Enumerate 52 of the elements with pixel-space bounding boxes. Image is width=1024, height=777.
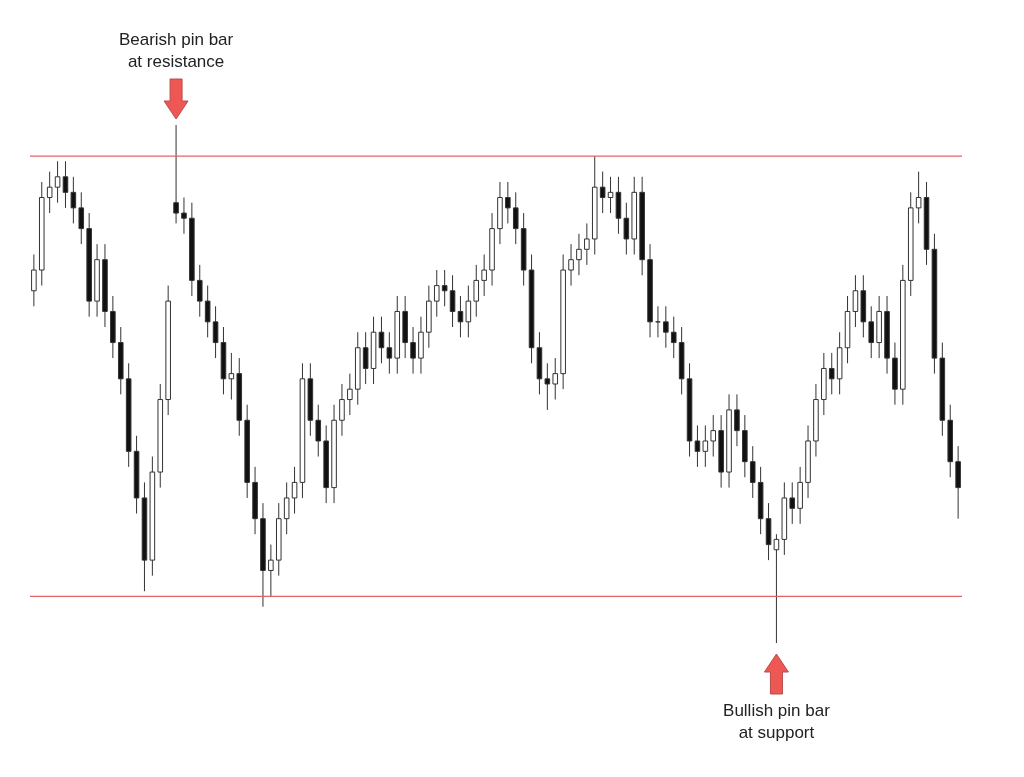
candlestick — [473, 264, 480, 318]
candlestick — [576, 233, 582, 276]
candlestick — [212, 305, 219, 359]
candlestick — [773, 533, 780, 644]
candlestick — [607, 176, 614, 214]
candlestick — [512, 191, 519, 245]
candlestick — [663, 305, 669, 349]
candlestick — [441, 269, 448, 307]
candlestick — [62, 160, 69, 209]
candlestick — [789, 481, 796, 525]
candlestick — [362, 331, 369, 385]
candlestick — [670, 316, 677, 359]
candlestick — [283, 481, 290, 535]
candlestick — [710, 414, 717, 458]
candlestick — [552, 357, 559, 401]
candlestick — [386, 331, 393, 375]
candlestick — [749, 445, 756, 499]
candlestick — [433, 269, 440, 318]
candlestick — [828, 352, 835, 395]
candlestick — [734, 393, 740, 447]
candlestick — [915, 171, 922, 224]
candlestick — [852, 274, 859, 328]
candlestick — [315, 404, 322, 458]
candlestick — [54, 160, 61, 204]
candlestick — [339, 383, 345, 437]
candlestick — [196, 264, 203, 318]
candlestick — [449, 274, 456, 328]
candlestick — [544, 362, 551, 411]
candlestick — [46, 171, 53, 214]
candlestick — [599, 171, 606, 214]
candlestick — [465, 285, 472, 338]
candlestick — [291, 466, 298, 514]
candlestick — [568, 243, 574, 287]
candlestick — [31, 254, 37, 307]
candlestick — [204, 285, 211, 338]
candlestick — [78, 191, 85, 245]
candlestick — [70, 176, 77, 224]
candlestick — [268, 544, 274, 597]
candlestick — [505, 181, 511, 224]
candlestick — [410, 326, 416, 375]
candlestick — [181, 197, 187, 235]
candlestick — [584, 222, 590, 266]
candlestick — [173, 124, 179, 224]
candlestick — [481, 254, 487, 297]
candlestick — [347, 373, 353, 416]
candlestick — [694, 424, 701, 468]
candlestick — [702, 424, 709, 468]
text: Bullish pin bar at support — [723, 701, 831, 742]
text: Bearish pin bar at resistance — [118, 30, 234, 71]
candlestick — [868, 305, 875, 359]
candlestick — [228, 352, 235, 401]
candlestick — [623, 202, 630, 255]
